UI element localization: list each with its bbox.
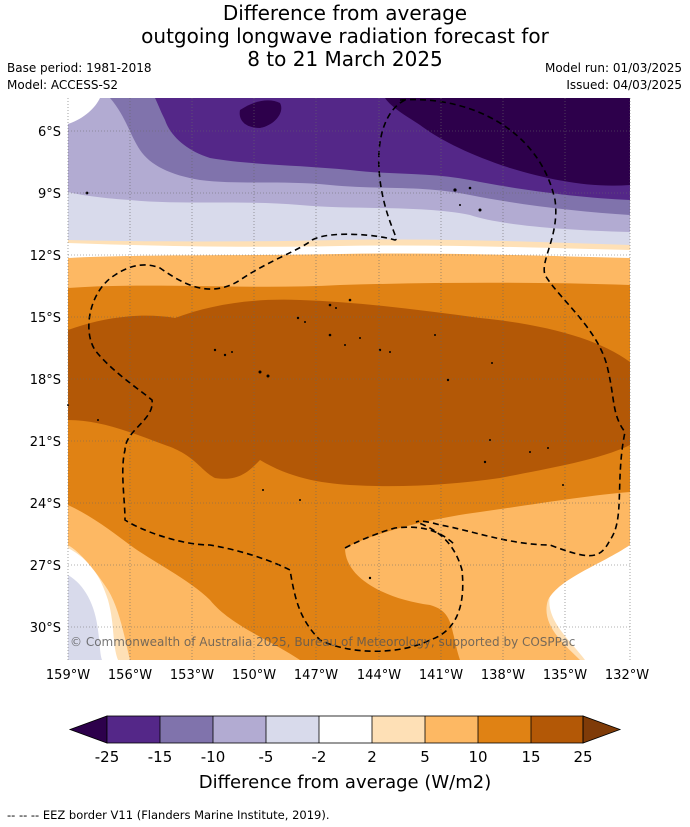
colorbar-swatch [107,716,160,743]
colorbar-tick: -5 [259,748,274,766]
colorbar-swatch [531,716,583,743]
lat-label: 18°S [30,373,61,388]
eez-legend-note: -- -- -- EEZ border V11 (Flanders Marine… [7,808,330,822]
lon-label: 132°W [605,668,649,683]
gridlines [67,98,631,660]
lon-label: 159°W [46,668,90,683]
colorbar-min-arrow [68,715,108,744]
meta-right: Model run: 01/03/2025 Issued: 04/03/2025 [545,60,682,94]
meta-left: Base period: 1981-2018 Model: ACCESS-S2 [7,60,152,94]
lat-label: 30°S [30,621,61,636]
colorbar-tick: -10 [201,748,226,766]
colorbar-tick: 5 [420,748,430,766]
title-line-3: 8 to 21 March 2025 [247,47,443,71]
lon-label: 141°W [419,668,463,683]
lon-label: 150°W [232,668,276,683]
colorbar-tick: -25 [95,748,120,766]
colorbar-tick: 2 [367,748,377,766]
colorbar-swatch [425,716,478,743]
colorbar-max-arrow [582,715,622,744]
lon-label: 138°W [481,668,525,683]
issued-date: Issued: 04/03/2025 [566,78,682,92]
lon-labels: 159°W 156°W 153°W 150°W 147°W 144°W 141°… [46,668,649,683]
lat-label: 27°S [30,559,61,574]
copyright-text: © Commonwealth of Australia 2025, Bureau… [70,635,575,649]
islands [67,186,564,580]
lat-label: 21°S [30,435,61,450]
eez-border-west [88,99,464,652]
colorbar-tick: -15 [148,748,173,766]
colorbar-swatch [266,716,319,743]
lon-label: 153°W [170,668,214,683]
lat-label: 24°S [30,497,61,512]
lon-label: 156°W [108,668,152,683]
lat-labels: 6°S 9°S 12°S 15°S 18°S 21°S 24°S 27°S 30… [30,125,61,636]
colorbar-swatch [372,716,425,743]
colorbar-swatch [160,716,213,743]
eez-borders [88,98,626,652]
title-line-1: Difference from average [222,1,468,25]
model-run: Model run: 01/03/2025 [544,61,682,75]
lat-label: 9°S [38,187,61,202]
lon-label: 135°W [543,668,587,683]
anomaly-field [68,98,630,660]
lat-label: 15°S [30,311,61,326]
colorbar-tick: -2 [312,748,327,766]
eez-border-east [399,98,626,557]
colorbar-swatch [319,716,372,743]
base-period: Base period: 1981-2018 [7,61,152,75]
colorbar-swatch [478,716,531,743]
colorbar-label: Difference from average (W/m2) [199,772,491,793]
colorbar-tick: 10 [468,748,487,766]
lon-label: 147°W [294,668,338,683]
colorbar-tick: 25 [573,748,592,766]
map-title: Difference from average outgoing longwav… [0,2,690,71]
lat-label: 6°S [38,125,61,140]
model-name: Model: ACCESS-S2 [7,78,119,92]
title-line-2: outgoing longwave radiation forecast for [141,24,549,48]
colorbar-outline [106,715,584,744]
colorbar: -25 -15 -10 -5 -2 2 5 10 15 25 Differenc… [68,715,622,793]
lon-label: 144°W [357,668,401,683]
eez-border-south [344,526,456,549]
colorbar-swatch [213,716,266,743]
colorbar-tick: 15 [521,748,540,766]
lat-label: 12°S [30,249,61,264]
